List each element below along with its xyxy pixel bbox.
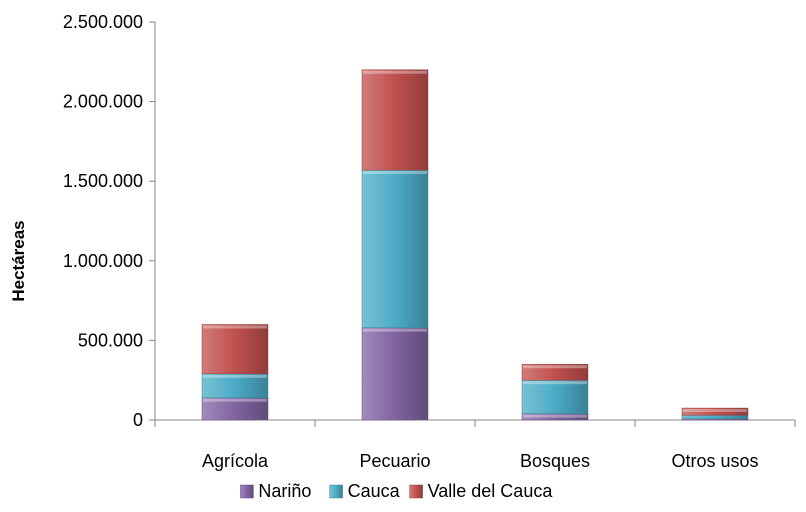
bar-highlight bbox=[203, 374, 267, 378]
bar-pecuario-valle-del-cauca bbox=[361, 69, 429, 171]
legend-label-narino: Nariño bbox=[258, 481, 311, 501]
legend-label-valle-del-cauca: Valle del Cauca bbox=[428, 481, 554, 501]
bar-agricola-valle-del-cauca bbox=[201, 324, 269, 375]
bar-pecuario-cauca bbox=[361, 169, 429, 328]
bar-highlight bbox=[363, 70, 427, 74]
legend-label-cauca: Cauca bbox=[348, 481, 401, 501]
bar-otros-usos-cauca bbox=[681, 414, 749, 419]
bar-pecuario-narino bbox=[361, 327, 429, 421]
legend: Nariño Cauca Valle del Cauca bbox=[240, 481, 553, 501]
bar-bosques-cauca bbox=[521, 379, 589, 414]
bar-highlight bbox=[203, 398, 267, 402]
x-tick-label-pecuario: Pecuario bbox=[359, 451, 430, 471]
bar-highlight bbox=[523, 414, 587, 418]
y-tick-label: 500.000 bbox=[78, 330, 143, 350]
legend-swatch-cauca bbox=[329, 484, 343, 499]
bar-highlight bbox=[683, 409, 747, 413]
x-tick-label-bosques: Bosques bbox=[520, 451, 590, 471]
bars bbox=[201, 69, 749, 421]
bar-highlight bbox=[363, 328, 427, 332]
x-axis: Agrícola Pecuario Bosques Otros usos bbox=[154, 419, 796, 471]
x-tick-label-otros-usos: Otros usos bbox=[671, 451, 758, 471]
bar-bosques-valle-del-cauca bbox=[521, 364, 589, 381]
y-axis: 0 500.000 1.000.000 1.500.000 2.000.000 2.500… bbox=[63, 12, 156, 430]
bar-highlight bbox=[523, 381, 587, 385]
bar-otros-usos-valle-del-cauca bbox=[681, 407, 749, 416]
x-tick-label-agricola: Agrícola bbox=[202, 451, 269, 471]
y-tick-label: 2.500.000 bbox=[63, 12, 143, 32]
y-tick-label: 2.000.000 bbox=[63, 92, 143, 112]
y-tick-label: 1.500.000 bbox=[63, 171, 143, 191]
bar-highlight bbox=[203, 325, 267, 329]
y-tick-label: 0 bbox=[133, 410, 143, 430]
bar-highlight bbox=[363, 171, 427, 175]
legend-swatch-narino bbox=[240, 484, 254, 499]
bar-highlight bbox=[523, 365, 587, 369]
y-axis-label: Hectáreas bbox=[9, 220, 28, 301]
legend-swatch-valle-del-cauca bbox=[409, 484, 423, 499]
y-tick-label: 1.000.000 bbox=[63, 251, 143, 271]
